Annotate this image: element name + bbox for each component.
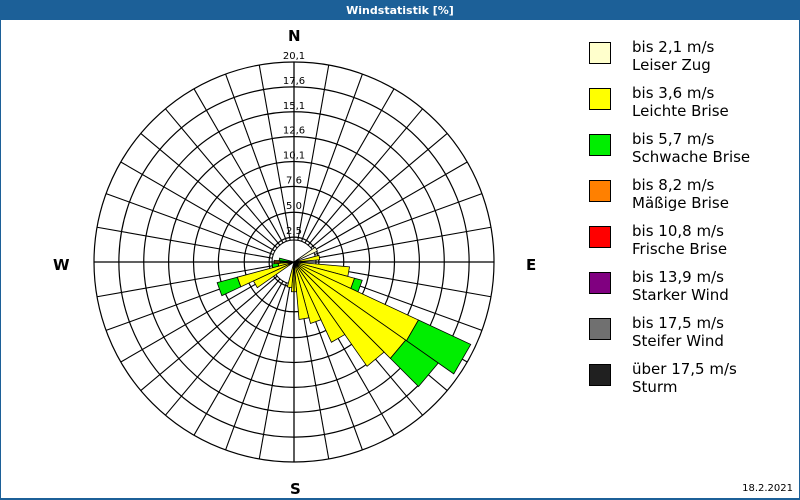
west-label: W [53, 256, 70, 274]
legend-swatch [589, 42, 611, 64]
legend-swatch [589, 318, 611, 340]
spoke-gridline [120, 272, 276, 363]
spoke-gridline [258, 283, 291, 460]
legend-label: bis 3,6 m/s Leichte Brise [632, 84, 729, 120]
spoke-gridline [193, 88, 284, 244]
spoke-gridline [140, 275, 278, 391]
east-label: E [526, 256, 537, 274]
sector-bar [216, 276, 242, 297]
sector-bar [389, 339, 439, 388]
spoke-gridline [310, 133, 448, 249]
spoke-gridline [301, 73, 363, 242]
spoke-gridline [165, 108, 281, 246]
legend-label: über 17,5 m/s Sturm [632, 360, 737, 396]
spoke-gridline [165, 278, 281, 416]
spoke-gridline [315, 226, 492, 259]
spoke-gridline [120, 161, 276, 252]
legend-swatch [589, 364, 611, 386]
sector-bar [293, 246, 319, 263]
legend-label: bis 2,1 m/s Leiser Zug [632, 38, 715, 74]
sector-bar [278, 257, 292, 263]
legend-swatch [589, 180, 611, 202]
spoke-gridline [307, 108, 423, 246]
chart-panel: 2,5 5,0 7,6 10,1 12,6 15,1 17,6 20,1 N E S W bi… [1, 20, 799, 498]
window-title: Windstatistik [%] [346, 4, 454, 17]
sector-bar [405, 319, 472, 375]
legend-swatch [589, 272, 611, 294]
legend-label: bis 17,5 m/s Steifer Wind [632, 314, 724, 350]
legend-swatch [589, 88, 611, 110]
legend-swatch [589, 226, 611, 248]
spoke-gridline [225, 282, 287, 451]
spoke-gridline [225, 73, 287, 242]
legend-label: bis 8,2 m/s Mäßige Brise [632, 176, 729, 212]
spoke-gridline [312, 161, 468, 252]
sector-bar [271, 262, 280, 269]
spoke-gridline [297, 64, 330, 241]
spoke-gridline [105, 193, 274, 255]
legend-label: bis 13,9 m/s Starker Wind [632, 268, 729, 304]
south-label: S [290, 480, 301, 498]
north-label: N [288, 27, 301, 45]
spoke-gridline [140, 133, 278, 249]
wind-rose-chart: 2,55,07,610,112,615,117,620,1 [93, 51, 495, 463]
spoke-gridline [258, 64, 291, 241]
spoke-gridline [193, 280, 284, 436]
spoke-gridline [304, 88, 395, 244]
sector-bar [286, 265, 295, 289]
legend-label: bis 5,7 m/s Schwache Brise [632, 130, 751, 166]
spoke-gridline [96, 265, 273, 298]
ring-label: 20,1 [283, 51, 305, 62]
spoke-gridline [314, 193, 483, 255]
legend-swatch [589, 134, 611, 156]
legend-label: bis 10,8 m/s Frische Brise [632, 222, 728, 258]
date-stamp: 18.2.2021 [742, 483, 793, 494]
spoke-gridline [96, 226, 273, 259]
